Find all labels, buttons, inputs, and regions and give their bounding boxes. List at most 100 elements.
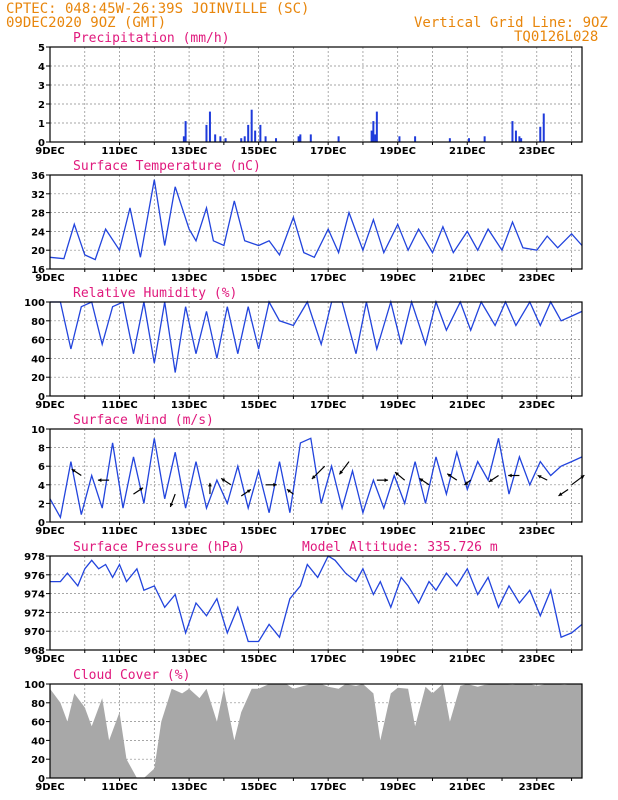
pressure-xtick-label: 9DEC	[35, 654, 64, 665]
wind-wind-arrowhead	[508, 473, 512, 478]
precip-bar	[275, 138, 278, 142]
cloud-title: Cloud Cover (%)	[73, 668, 190, 683]
wind-wind-arrowhead	[339, 470, 344, 475]
humidity-xtick-label: 21DEC	[449, 400, 485, 411]
humidity-frame	[49, 301, 583, 397]
wind-wind-arrowhead	[97, 478, 102, 483]
wind-wind-arrowhead	[246, 489, 251, 494]
temp-ytick-label: 32	[31, 190, 45, 201]
precip-bar	[243, 136, 246, 142]
temp-xtick-label: 19DEC	[380, 273, 416, 284]
precip-bar	[240, 138, 243, 142]
cloud-xtick-label: 23DEC	[519, 782, 555, 793]
cloud-ytick-label: 100	[24, 680, 45, 691]
pressure-panel: Surface Pressure (hPa) Model Altitude: 33…	[24, 540, 583, 665]
cloud-ytick-label: 40	[31, 736, 45, 747]
wind-xtick-label: 15DEC	[240, 526, 276, 537]
temp-ytick-label: 16	[31, 265, 45, 276]
temp-xtick-label: 21DEC	[449, 273, 485, 284]
wind-wind-arrowhead	[169, 502, 174, 507]
humidity-xtick-label: 17DEC	[310, 400, 346, 411]
wind-wind-arrowhead	[395, 472, 399, 476]
humidity-series-line	[50, 299, 583, 373]
precip-panel: Precipitation (mm/h) 5 4 3 2 1 09DEC 11DEC 13DEC…	[35, 31, 583, 157]
wind-xtick-label: 19DEC	[380, 526, 416, 537]
precip-bar	[297, 136, 300, 142]
humidity-title: Relative Humidity (%)	[73, 286, 237, 301]
wind-xtick-label: 13DEC	[171, 526, 207, 537]
cloud-xtick-label: 21DEC	[449, 782, 485, 793]
precip-ytick-label: 4	[38, 62, 45, 73]
precip-bar	[309, 134, 312, 142]
humidity-ytick-label: 20	[31, 373, 45, 384]
wind-wind-arrowhead	[537, 475, 542, 479]
precip-bar	[219, 136, 222, 142]
temp-xtick-label: 17DEC	[310, 273, 346, 284]
pressure-series-line	[50, 555, 583, 643]
precip-bar	[414, 136, 417, 142]
header-code: TQ0126L028	[514, 29, 598, 45]
precip-bar	[208, 111, 211, 142]
precip-bar	[375, 111, 378, 142]
cloud-area	[50, 684, 582, 778]
humidity-ytick-label: 100	[24, 298, 45, 309]
precip-ytick-label: 2	[38, 100, 45, 111]
wind-ytick-label: 0	[38, 518, 45, 529]
precip-bar	[483, 136, 486, 142]
wind-wind-arrowhead	[488, 478, 493, 482]
temp-ytick-label: 20	[31, 246, 45, 257]
wind-xtick-label: 11DEC	[101, 526, 137, 537]
precip-bar	[337, 136, 340, 142]
pressure-annotation: Model Altitude: 335.726 m	[302, 540, 498, 555]
wind-ytick-label: 2	[38, 499, 45, 510]
humidity-xtick-label: 19DEC	[380, 400, 416, 411]
pressure-ytick-label: 972	[24, 608, 45, 619]
precip-bar	[511, 121, 514, 142]
precip-bar	[264, 136, 267, 142]
wind-ytick-label: 4	[38, 481, 45, 492]
cloud-panel: Cloud Cover (%) 100 80 60 40 20 09DEC 11DEC 13DE…	[24, 668, 583, 793]
pressure-xtick-label: 23DEC	[519, 654, 555, 665]
pressure-ytick-label: 970	[24, 627, 45, 638]
wind-series-line	[49, 437, 583, 520]
wind-ytick-label: 10	[31, 425, 45, 436]
precip-xtick-label: 21DEC	[449, 146, 485, 157]
pressure-xtick-label: 19DEC	[380, 654, 416, 665]
precip-ytick-label: 1	[38, 119, 45, 130]
wind-ytick-label: 8	[38, 444, 45, 455]
humidity-ytick-label: 60	[31, 336, 45, 347]
precip-bar	[539, 126, 542, 142]
cloud-frame	[49, 683, 583, 779]
precip-ytick-label: 5	[38, 43, 45, 54]
temp-frame	[49, 174, 583, 270]
precip-bar	[299, 134, 302, 142]
header-line1: CPTEC: 048:45W-26:39S JOINVILLE (SC)	[6, 1, 309, 17]
humidity-xtick-label: 11DEC	[101, 400, 137, 411]
temp-xtick-label: 13DEC	[171, 273, 207, 284]
pressure-xtick-label: 21DEC	[449, 654, 485, 665]
temp-xtick-label: 9DEC	[35, 273, 64, 284]
pressure-title: Surface Pressure (hPa)	[73, 540, 245, 555]
pressure-xtick-label: 17DEC	[310, 654, 346, 665]
precip-bar	[184, 121, 187, 142]
precip-ytick-label: 0	[38, 138, 45, 149]
precip-bar	[247, 124, 250, 142]
precip-bar	[259, 124, 262, 142]
wind-wind-arrowhead	[71, 469, 76, 473]
cloud-ytick-label: 0	[38, 774, 45, 785]
wind-xtick-label: 9DEC	[35, 526, 64, 537]
wind-wind-arrowhead	[273, 482, 277, 487]
pressure-frame	[49, 555, 583, 651]
precip-ytick-label: 3	[38, 81, 45, 92]
precip-bar	[205, 124, 208, 142]
wind-xtick-label: 23DEC	[519, 526, 555, 537]
precip-xtick-label: 13DEC	[171, 146, 207, 157]
temp-series-line	[49, 179, 583, 261]
precip-frame	[49, 46, 583, 143]
wind-wind-arrowhead	[221, 478, 226, 482]
precip-xtick-label: 15DEC	[240, 146, 276, 157]
precip-xtick-label: 23DEC	[519, 146, 555, 157]
pressure-xtick-label: 11DEC	[101, 654, 137, 665]
humidity-xtick-label: 9DEC	[35, 400, 64, 411]
